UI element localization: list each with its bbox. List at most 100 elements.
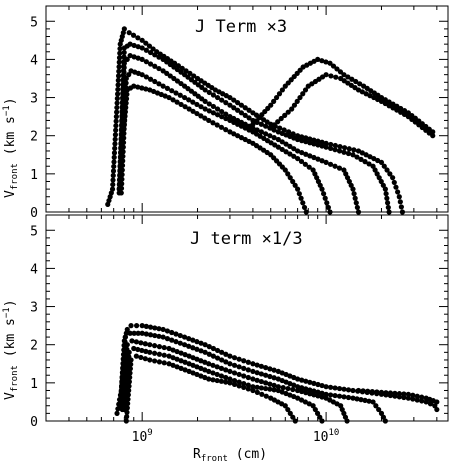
data-point bbox=[405, 114, 411, 120]
data-point bbox=[254, 377, 260, 383]
data-point bbox=[177, 332, 183, 339]
panel-top: 0 1 2 3 4 5 bbox=[30, 5, 449, 221]
data-point bbox=[341, 394, 347, 400]
data-point bbox=[405, 391, 411, 397]
data-point bbox=[143, 40, 149, 46]
data-point bbox=[341, 386, 347, 392]
data-point bbox=[254, 370, 260, 376]
data-point bbox=[362, 159, 368, 165]
data-point bbox=[123, 75, 129, 82]
data-point bbox=[434, 406, 440, 413]
data-point bbox=[173, 90, 179, 96]
data-point bbox=[178, 101, 184, 108]
data-point bbox=[234, 121, 241, 127]
data-point bbox=[302, 161, 308, 167]
y-ticks: 0 1 2 3 4 5 bbox=[30, 224, 448, 430]
data-point bbox=[138, 354, 144, 361]
data-point bbox=[395, 189, 401, 195]
data-point bbox=[312, 406, 318, 413]
data-point bbox=[355, 387, 362, 394]
data-point bbox=[227, 102, 233, 108]
data-point bbox=[115, 82, 121, 88]
y-tick-label: 5 bbox=[30, 15, 38, 30]
data-point bbox=[122, 109, 128, 115]
data-point bbox=[119, 176, 125, 182]
data-point bbox=[118, 190, 124, 196]
data-point bbox=[135, 84, 141, 90]
data-point bbox=[120, 149, 126, 155]
data-point bbox=[206, 101, 212, 107]
data-point bbox=[125, 392, 131, 398]
data-point bbox=[231, 119, 237, 125]
data-point bbox=[227, 117, 233, 124]
data-point bbox=[227, 376, 233, 382]
data-point bbox=[127, 52, 133, 59]
data-point bbox=[295, 384, 301, 390]
data-point bbox=[173, 339, 179, 345]
data-point bbox=[259, 391, 265, 397]
data-point bbox=[373, 403, 379, 409]
data-point bbox=[295, 133, 301, 139]
data-point bbox=[250, 387, 256, 394]
data-point bbox=[139, 323, 145, 329]
data-point bbox=[290, 386, 296, 393]
data-point bbox=[323, 140, 329, 146]
data-point bbox=[218, 378, 225, 384]
data-point bbox=[128, 357, 134, 363]
data-point bbox=[198, 348, 204, 354]
data-point bbox=[112, 132, 119, 138]
data-point bbox=[120, 140, 126, 146]
data-point bbox=[358, 156, 364, 162]
data-point bbox=[362, 397, 368, 403]
data-point bbox=[434, 399, 440, 405]
data-point bbox=[127, 370, 133, 376]
data-point bbox=[350, 152, 356, 158]
data-point bbox=[124, 405, 130, 411]
data-point bbox=[355, 209, 362, 215]
data-point bbox=[250, 384, 256, 390]
data-point bbox=[113, 127, 119, 133]
data-point bbox=[122, 334, 128, 340]
data-point bbox=[351, 147, 357, 153]
data-point bbox=[397, 199, 403, 205]
data-point bbox=[152, 350, 158, 356]
data-point bbox=[375, 157, 381, 164]
data-point bbox=[125, 396, 131, 402]
data-point bbox=[202, 115, 208, 121]
data-point bbox=[223, 367, 229, 373]
data-point bbox=[231, 97, 237, 103]
data-point bbox=[194, 101, 200, 108]
data-point bbox=[190, 355, 196, 361]
data-point bbox=[355, 148, 362, 154]
y-tick-label: 3 bbox=[30, 301, 38, 316]
data-point bbox=[125, 400, 131, 407]
data-point bbox=[337, 144, 343, 150]
data-point bbox=[177, 340, 183, 346]
data-point bbox=[198, 365, 204, 371]
data-point bbox=[315, 389, 321, 395]
data-point bbox=[110, 177, 116, 183]
data-point bbox=[238, 102, 245, 108]
panel-bottom: 0 1 2 3 4 5 bbox=[30, 214, 449, 430]
data-point bbox=[278, 115, 284, 122]
x-tick-label: 1010 bbox=[313, 428, 340, 445]
data-point bbox=[327, 209, 333, 215]
data-point bbox=[118, 185, 125, 191]
data-point bbox=[110, 181, 116, 188]
data-point bbox=[218, 124, 225, 130]
data-point bbox=[295, 148, 301, 154]
data-point bbox=[128, 361, 134, 367]
data-point bbox=[111, 150, 118, 156]
data-point bbox=[170, 97, 176, 103]
data-point bbox=[245, 382, 251, 388]
data-point bbox=[120, 131, 127, 137]
data-point bbox=[254, 362, 260, 368]
data-point bbox=[311, 392, 317, 398]
data-point bbox=[279, 139, 285, 145]
data-point bbox=[115, 73, 122, 79]
data-point bbox=[219, 114, 225, 120]
data-point bbox=[271, 375, 277, 381]
data-point bbox=[194, 371, 200, 378]
data-point bbox=[114, 100, 120, 106]
